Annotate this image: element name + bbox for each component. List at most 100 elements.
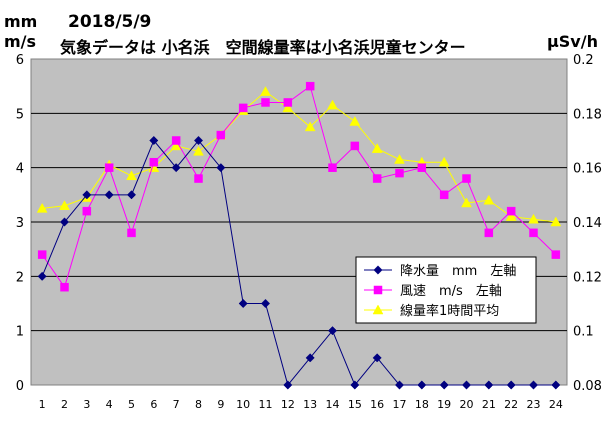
data-point	[394, 154, 405, 164]
right-tick-label: 0.12	[573, 270, 602, 285]
legend-item: 降水量 mm 左軸	[364, 264, 516, 279]
data-point	[484, 380, 494, 390]
data-point	[350, 141, 360, 151]
left-tick-label: 3	[16, 216, 24, 231]
data-point	[350, 380, 360, 390]
x-tick-label: 2	[61, 398, 68, 411]
data-point	[551, 380, 561, 390]
legend-label: 線量率1時間平均	[400, 303, 499, 319]
series-diamond	[37, 135, 561, 390]
data-point	[104, 190, 114, 200]
data-point	[506, 380, 516, 390]
left-tick-label: 2	[16, 270, 24, 285]
x-tick-label: 6	[150, 398, 157, 411]
data-point	[305, 353, 315, 363]
x-axis-ticks: 1 2 3 4 5 6 7 8 9 10 11 12 13 14 15 16 17 18 19 20 21 22 23 24	[39, 398, 563, 411]
data-point	[104, 163, 114, 172]
x-tick-label: 4	[106, 398, 113, 411]
data-point	[149, 157, 159, 167]
series-line	[42, 90, 556, 223]
chart-title: 2018/5/9	[68, 12, 151, 32]
data-point	[328, 163, 337, 172]
data-point	[126, 170, 137, 181]
data-point	[551, 250, 561, 259]
data-point	[417, 163, 427, 172]
x-tick-label: 24	[549, 398, 563, 411]
data-point	[439, 380, 449, 390]
data-point	[395, 168, 404, 178]
legend-swatch-marker	[373, 285, 383, 295]
right-tick-label: 0.16	[573, 162, 602, 177]
left-tick-label: 1	[16, 325, 24, 340]
x-tick-label: 19	[437, 398, 451, 411]
right-tick-label: 0.2	[573, 53, 594, 68]
data-point	[260, 86, 271, 96]
data-point	[461, 197, 472, 208]
x-tick-label: 3	[83, 398, 90, 411]
left-tick-label: 5	[16, 107, 24, 122]
data-point	[550, 216, 562, 227]
data-point	[126, 190, 137, 200]
data-point	[439, 190, 449, 200]
data-point	[238, 298, 248, 309]
legend-label: 風速 m/s 左軸	[400, 284, 502, 299]
data-point	[82, 206, 92, 216]
data-point	[349, 115, 361, 126]
x-tick-label: 8	[195, 398, 202, 411]
left-tick-label: 6	[16, 53, 24, 68]
chart-subtitle: 気象データは 小名浜 空間線量率は小名浜児童センター	[60, 38, 466, 57]
data-point	[327, 326, 338, 336]
data-point	[127, 228, 136, 238]
data-point	[149, 135, 159, 146]
data-point	[372, 174, 382, 183]
data-point	[193, 135, 204, 146]
legend-box	[355, 256, 537, 324]
data-point	[483, 194, 495, 205]
x-tick-label: 16	[370, 398, 384, 411]
x-tick-label: 17	[393, 398, 407, 411]
x-tick-label: 9	[217, 398, 224, 411]
data-point	[505, 211, 517, 221]
data-point	[59, 200, 70, 210]
x-tick-label: 13	[303, 398, 317, 411]
right-tick-label: 0.18	[573, 107, 602, 122]
data-point	[194, 174, 203, 183]
data-point	[282, 102, 294, 113]
right-tick-label: 0.1	[573, 325, 594, 340]
data-point	[37, 250, 47, 259]
right-tick-label: 0.14	[573, 216, 602, 231]
data-point	[216, 130, 226, 140]
x-tick-label: 11	[259, 398, 273, 411]
series-square	[37, 81, 561, 292]
data-point	[528, 213, 539, 224]
left-tick-label: 4	[16, 162, 24, 177]
data-point	[60, 282, 69, 292]
series-line	[41, 85, 557, 289]
data-point	[171, 163, 181, 173]
x-tick-label: 12	[281, 398, 295, 411]
x-tick-label: 23	[527, 398, 541, 411]
right-axis-ticks: 0.08 0.1 0.12 0.14 0.16 0.18 0.2	[573, 53, 602, 394]
x-tick-label: 1	[39, 398, 46, 411]
data-point	[36, 202, 48, 213]
x-tick-label: 7	[173, 398, 180, 411]
data-point	[462, 174, 471, 183]
left-axis-label-mm: mm	[4, 12, 37, 31]
x-tick-label: 22	[504, 398, 518, 411]
data-point	[283, 380, 293, 390]
data-point	[238, 103, 248, 113]
data-point	[506, 206, 516, 216]
data-point	[484, 228, 494, 238]
series-triangle	[36, 86, 562, 227]
left-tick-label: 0	[16, 379, 24, 394]
data-point	[216, 163, 226, 173]
x-tick-label: 14	[326, 398, 340, 411]
data-point	[327, 99, 338, 110]
data-point	[417, 380, 427, 390]
legend-swatch-marker	[372, 304, 384, 315]
legend-label: 降水量 mm 左軸	[400, 264, 516, 279]
data-point	[261, 98, 270, 107]
x-tick-label: 10	[236, 398, 250, 411]
